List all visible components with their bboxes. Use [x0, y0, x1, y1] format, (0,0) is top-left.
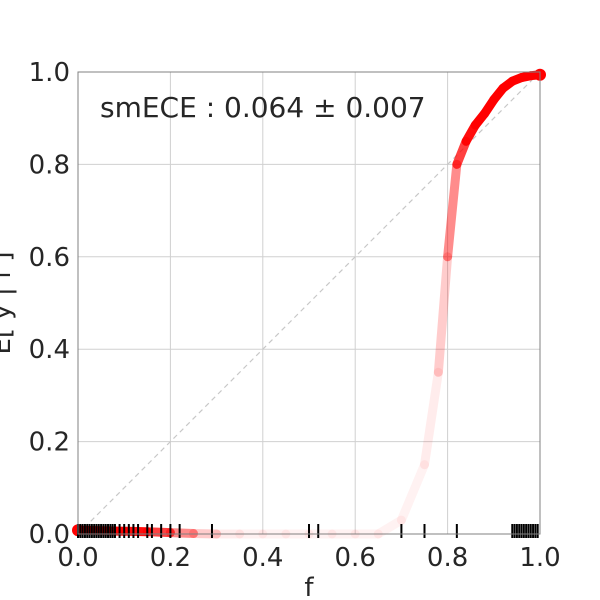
y-tick-label: 0.6: [29, 243, 70, 273]
plot-frame: [77, 71, 541, 535]
curve-segment: [396, 460, 429, 525]
curve-segment: [433, 252, 453, 377]
x-tick-label: 0.2: [150, 543, 191, 573]
y-axis-label: E[ y | f ]: [0, 251, 17, 354]
x-tick-label: 0.6: [335, 543, 376, 573]
x-tick-label: 1.0: [519, 543, 560, 573]
curve-segment: [165, 528, 198, 539]
y-tick-label: 1.0: [29, 58, 70, 88]
rug-plot: [77, 524, 539, 538]
y-tick-label: 0.0: [29, 520, 70, 550]
y-tick-label: 0.2: [29, 428, 70, 458]
y-tick-label: 0.8: [29, 150, 70, 180]
x-axis-label: f: [304, 573, 314, 600]
curve-segment: [443, 159, 462, 262]
x-tick-label: 0.0: [57, 543, 98, 573]
x-tick-labels: 0.0 0.2 0.4 0.6 0.8 1.0: [57, 543, 560, 573]
y-tick-label: 0.4: [29, 335, 70, 365]
curve-segment: [420, 367, 443, 470]
smece-annotation: smECE : 0.064 ± 0.007: [100, 91, 426, 124]
curve-segment: [373, 515, 406, 539]
x-tick-label: 0.8: [427, 543, 468, 573]
x-tick-label: 0.4: [242, 543, 283, 573]
y-tick-labels: 0.0 0.2 0.4 0.6 0.8 1.0: [29, 58, 70, 550]
